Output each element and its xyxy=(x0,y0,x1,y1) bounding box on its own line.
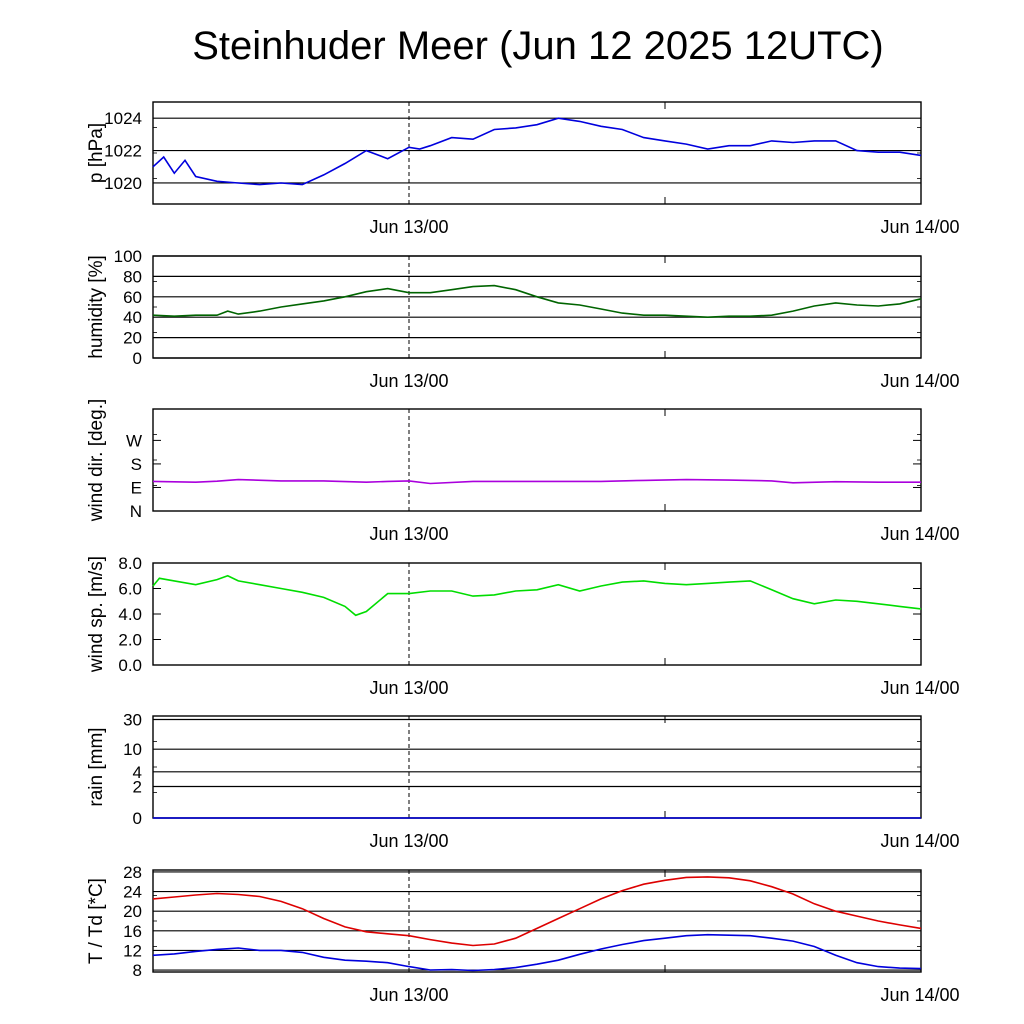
x-tick-label: Jun 13/00 xyxy=(369,217,448,237)
x-tick-label: Jun 14/00 xyxy=(880,831,959,851)
y-tick-label: 4 xyxy=(133,763,142,782)
y-tick-label: 80 xyxy=(123,267,142,286)
x-tick-label: Jun 13/00 xyxy=(369,985,448,1005)
plot-frame xyxy=(152,255,922,359)
y-tick-label: 0 xyxy=(133,809,142,828)
plot-frame xyxy=(152,715,922,819)
plot-frame xyxy=(152,101,922,205)
y-tick-label: 1022 xyxy=(104,142,142,161)
x-tick-label: Jun 13/00 xyxy=(369,831,448,851)
y-tick-label: 28 xyxy=(123,863,142,882)
plot-frame xyxy=(152,562,922,666)
y-tick-label: 60 xyxy=(123,288,142,307)
plot-frame xyxy=(152,869,922,973)
data-series-line xyxy=(152,876,922,947)
y-axis-label: humidity [%] xyxy=(86,255,107,358)
y-tick-label: 0.0 xyxy=(118,656,142,675)
y-tick-label: 12 xyxy=(123,941,142,960)
y-tick-label: 4.0 xyxy=(118,605,142,624)
y-axis-label: p [hPa] xyxy=(86,123,107,183)
data-series-line xyxy=(152,574,922,617)
x-tick-label: Jun 13/00 xyxy=(369,678,448,698)
y-tick-label: 8 xyxy=(133,961,142,980)
y-tick-label: 6.0 xyxy=(118,580,142,599)
y-tick-label: W xyxy=(126,431,142,450)
x-tick-label: Jun 14/00 xyxy=(880,217,959,237)
y-axis-label: wind dir. [deg.] xyxy=(86,399,107,523)
data-series-line xyxy=(152,933,922,972)
y-tick-label: 30 xyxy=(123,710,142,729)
y-tick-label: 2.0 xyxy=(118,631,142,650)
y-tick-label: 2 xyxy=(133,777,142,796)
y-axis-label: rain [mm] xyxy=(86,727,107,806)
y-tick-label: 20 xyxy=(123,329,142,348)
data-series-line xyxy=(152,284,922,319)
y-tick-label: E xyxy=(131,478,142,497)
y-tick-label: 8.0 xyxy=(118,554,142,573)
x-tick-label: Jun 14/00 xyxy=(880,985,959,1005)
x-tick-label: Jun 13/00 xyxy=(369,524,448,544)
y-tick-label: N xyxy=(130,502,142,521)
page-title: Steinhuder Meer (Jun 12 2025 12UTC) xyxy=(192,24,884,68)
x-tick-label: Jun 14/00 xyxy=(880,371,959,391)
x-tick-label: Jun 14/00 xyxy=(880,678,959,698)
y-tick-label: 10 xyxy=(123,740,142,759)
x-tick-label: Jun 14/00 xyxy=(880,524,959,544)
y-tick-label: S xyxy=(131,455,142,474)
y-tick-label: 0 xyxy=(133,349,142,368)
y-tick-label: 40 xyxy=(123,308,142,327)
y-axis-label: wind sp. [m/s] xyxy=(86,556,107,673)
y-tick-label: 1020 xyxy=(104,174,142,193)
y-tick-label: 16 xyxy=(123,922,142,941)
data-series-line xyxy=(152,478,921,485)
plot-frame xyxy=(152,408,922,512)
y-tick-label: 24 xyxy=(123,883,142,902)
chart-panel-5: 0 24 10 30 rain [mm] Jun 13/00 Jun 14/00 xyxy=(86,710,960,851)
y-axis-label: T / Td [*C] xyxy=(86,878,107,964)
y-tick-label: 1024 xyxy=(104,109,142,128)
data-series-line xyxy=(152,117,922,186)
y-tick-label: 100 xyxy=(114,247,142,266)
y-tick-label: 20 xyxy=(123,902,142,921)
x-tick-label: Jun 13/00 xyxy=(369,371,448,391)
chart-panel-4: 0.0 2.0 4.0 6.0 8.0 wind sp. [m/s] Jun 13/00 Ju… xyxy=(86,554,960,698)
